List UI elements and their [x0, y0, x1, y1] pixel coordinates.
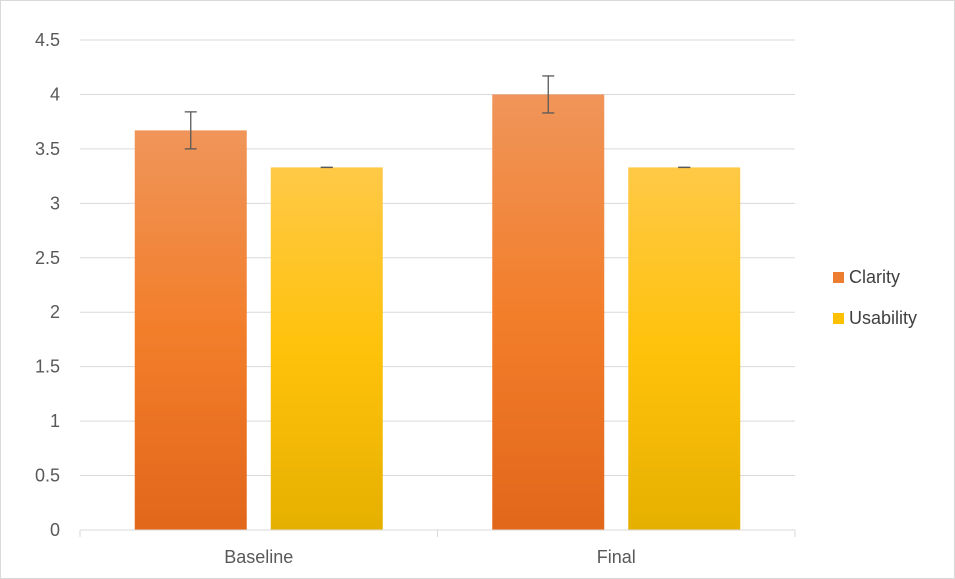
- y-tick-label: 0: [50, 520, 60, 540]
- y-tick-label: 2: [50, 302, 60, 322]
- legend-label-usability: Usability: [849, 307, 918, 328]
- error-bar-clarity-final: [542, 75, 555, 114]
- legend: Clarity Usability: [833, 265, 917, 347]
- y-tick-label: 3.5: [35, 139, 60, 159]
- legend-swatch-clarity: [833, 271, 844, 283]
- legend-item-clarity: Clarity: [833, 265, 917, 289]
- y-tick-label: 0.5: [35, 466, 60, 486]
- bar-usability-final: [628, 167, 741, 530]
- bar-clarity-baseline: [134, 130, 247, 530]
- bar-usability-baseline: [270, 167, 383, 530]
- x-tick-label: Final: [597, 547, 636, 567]
- y-tick-label: 2.5: [35, 248, 60, 268]
- y-tick-label: 1.5: [35, 357, 60, 377]
- y-tick-label: 1: [50, 411, 60, 431]
- y-tick-label: 4.5: [35, 30, 60, 50]
- error-bar-clarity-baseline: [184, 111, 197, 150]
- legend-label-clarity: Clarity: [849, 266, 901, 287]
- y-tick-label: 4: [50, 84, 60, 104]
- bar-clarity-final: [492, 94, 605, 530]
- x-tick-label: Baseline: [224, 547, 293, 567]
- legend-swatch-usability: [833, 312, 844, 324]
- legend-item-usability: Usability: [833, 306, 917, 330]
- y-tick-label: 3: [50, 193, 60, 213]
